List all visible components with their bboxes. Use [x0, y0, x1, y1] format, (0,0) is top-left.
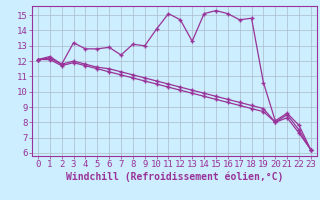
X-axis label: Windchill (Refroidissement éolien,°C): Windchill (Refroidissement éolien,°C)	[66, 172, 283, 182]
